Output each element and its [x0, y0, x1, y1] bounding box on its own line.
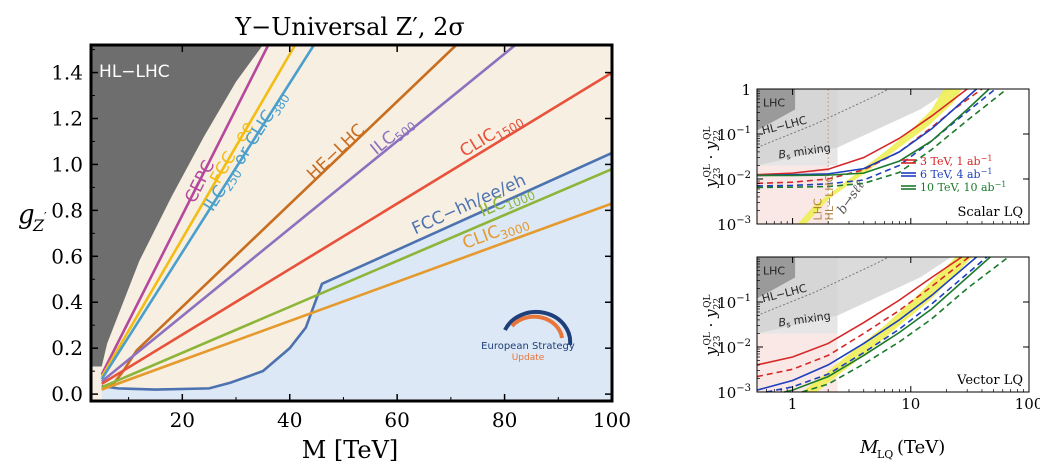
panel-label: Vector LQ — [956, 373, 1023, 388]
bs-mixing-region — [757, 257, 952, 334]
series-line-5 — [756, 88, 1008, 189]
plot-frame — [89, 43, 614, 403]
y-axis-label-2: y23QL · y22QL — [702, 295, 723, 357]
series-line-8 — [101, 202, 612, 391]
svg-text:(TeV): (TeV) — [897, 437, 945, 458]
bs-mixing-label: Bs mixing — [778, 309, 832, 330]
y-tick-label: 10−1 — [717, 125, 751, 144]
series-line-7 — [101, 167, 612, 389]
right-y-axis-labels: y23QL · y22QL y23QL · y22QL — [702, 127, 723, 357]
series-lines — [100, 45, 612, 391]
y-tick-label: 10−3 — [717, 215, 751, 234]
hl-lhc-region — [91, 45, 263, 367]
x-tick-label: 1 — [788, 395, 798, 413]
series-lines — [756, 88, 1008, 189]
logo-text-line1: European Strategy — [481, 341, 575, 352]
series-line-1 — [100, 45, 297, 378]
exclusion-regions — [756, 256, 973, 392]
y-tick-label: 10−2 — [717, 338, 751, 357]
y-tick-label: 0.8 — [51, 198, 83, 222]
y-tick-label: 10−3 — [717, 383, 751, 402]
y-tick-label: 1.4 — [51, 61, 83, 85]
x-tick-label: 100 — [1015, 395, 1040, 413]
bs-mixing-region — [757, 89, 952, 166]
svg-text:′: ′ — [44, 210, 47, 224]
right-x-axis-label: M LQ (TeV) — [859, 437, 945, 461]
hl-lhc-boundary — [756, 88, 889, 149]
x-tick-label: 40 — [277, 408, 302, 432]
lhc-region — [757, 89, 796, 131]
x-tick-label: 80 — [492, 408, 517, 432]
x-tick-label: 100 — [593, 408, 631, 432]
y-axis-label: g Z ′ — [18, 200, 47, 235]
european-strategy-logo: European Strategy Update — [481, 309, 575, 363]
lhc-vertical-label: LHC — [811, 198, 824, 220]
y-tick-label: 0.2 — [51, 336, 83, 360]
y-tick-label: 0.0 — [51, 382, 83, 406]
lhc-label: LHC — [763, 97, 785, 110]
series-line-3 — [756, 88, 996, 187]
y-axis-label-1: y23QL · y22QL — [702, 127, 723, 189]
hl-lhc-label: HL−LHC — [99, 62, 170, 82]
panel-label: Scalar LQ — [958, 205, 1023, 220]
series-line-2 — [100, 45, 315, 380]
series-line-0 — [756, 256, 963, 366]
y-tick-label: 0.4 — [51, 290, 83, 314]
series-line-5 — [801, 256, 1009, 393]
legend-entry: 3 TeV, 1 ab−1 — [920, 154, 992, 168]
axis-ticks: 20 40 60 80 100 0.0 0.2 0.4 0.6 0.8 1.0 1.2 1.4 — [51, 45, 631, 432]
axis-ticks: 10−3 10−2 10−1 1 10 100 — [717, 257, 1040, 413]
svg-text:LQ: LQ — [877, 448, 893, 461]
legend-entry: 10 TeV, 10 ab−1 — [920, 180, 1006, 194]
series-line-6 — [101, 151, 612, 391]
left-chart: Y−Universal Z′, 2σ HL−LHCCEPCFCC−eeILC25… — [18, 13, 631, 464]
y-tick-label: 10−2 — [717, 170, 751, 189]
svg-text:M: M — [859, 437, 879, 458]
x-tick-label: 10 — [901, 395, 920, 413]
y-axis-label-text: y23QL · y22QL — [702, 295, 723, 357]
series-line-2 — [756, 256, 978, 391]
y-tick-label: 1.2 — [51, 106, 83, 130]
svg-text:g: g — [18, 200, 35, 230]
y-tick-label: 1 — [741, 81, 751, 99]
axis-ticks: 10−3 10−2 10−1 1 — [717, 81, 1030, 234]
y-tick-label: 1.0 — [51, 152, 83, 176]
series-line-4 — [757, 88, 990, 177]
panel-frame — [756, 256, 1030, 393]
series-line-5 — [101, 71, 612, 385]
svg-text:Z: Z — [32, 216, 45, 235]
series-line-0 — [756, 88, 968, 176]
y-axis-label-text: y23QL · y22QL — [702, 127, 723, 189]
x-tick-label: 20 — [170, 408, 195, 432]
chart-title: Y−Universal Z′, 2σ — [234, 13, 465, 41]
series-line-0 — [100, 45, 270, 376]
b-to-sll-band — [801, 257, 973, 392]
x-tick-label: 60 — [384, 408, 409, 432]
legend-entry: 6 TeV, 4 ab−1 — [920, 167, 992, 181]
hl-lhc-boundary — [756, 256, 889, 317]
series-line-4 — [100, 45, 517, 383]
hl-lhc-vertical-label: HL−LHC — [823, 174, 836, 220]
bs-mixing-label: Bs mixing — [778, 141, 832, 162]
lhc-label: LHC — [763, 265, 785, 278]
legend: 3 TeV, 1 ab−16 TeV, 4 ab−110 TeV, 10 ab−… — [901, 154, 1006, 194]
y-tick-label: 10−1 — [717, 293, 751, 312]
lhc-region — [757, 257, 796, 299]
panel-frame — [756, 88, 1030, 225]
x-axis-label: M [TeV] — [302, 436, 399, 464]
logo-text-line2: Update — [512, 353, 545, 363]
y-tick-label: 0.6 — [51, 244, 83, 268]
